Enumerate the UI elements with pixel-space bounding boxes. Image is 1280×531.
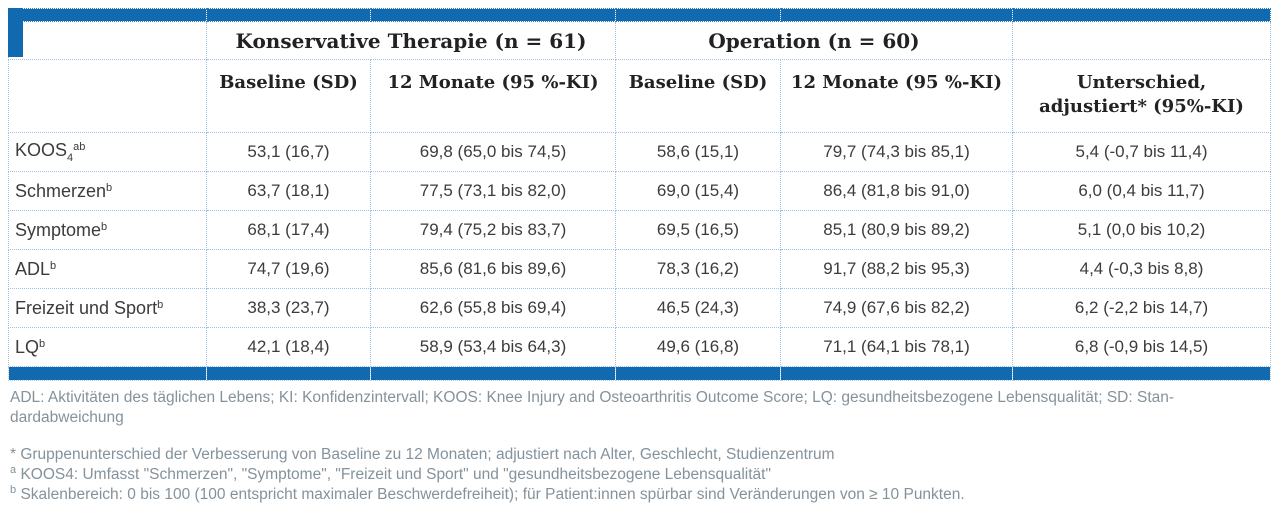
footnote-b-marker: b [10, 483, 17, 496]
row-label-text: KOOS [15, 140, 68, 160]
top-accent-bar [8, 8, 1271, 22]
column-header-unterschied: Unterschied, adjustiert* (95%-KI) [1012, 59, 1271, 133]
group-header-konservative: Konservative Therapie (n = 61) [206, 21, 616, 60]
bottom-accent-segment [615, 366, 781, 381]
row-label: Freizeit und Sportb [8, 288, 207, 328]
footnote-b: b Skalenbereich: 0 bis 100 (100 entspric… [10, 483, 1272, 505]
group-header-operation: Operation (n = 60) [615, 21, 1013, 60]
row-label: ADLb [8, 249, 207, 289]
table-block: Konservative Therapie (n = 61) Operation… [8, 8, 1272, 505]
top-accent-segment [1012, 8, 1271, 22]
row-label-text: Schmerzen [15, 180, 107, 201]
table-cell: 5,1 (0,0 bis 10,2) [1012, 210, 1271, 250]
bottom-accent-segment [1012, 366, 1271, 381]
table-cell: 68,1 (17,4) [206, 210, 371, 250]
table-row-symptome: Symptomeb 68,1 (17,4) 79,4 (75,2 bis 83,… [8, 210, 1271, 250]
top-accent-segment [780, 8, 1013, 22]
row-label: KOOS4ab [8, 132, 207, 172]
table-cell: 5,4 (-0,7 bis 11,4) [1012, 132, 1271, 172]
footnote-a: a KOOS4: Umfasst "Schmerzen", "Symptome"… [10, 463, 1272, 485]
footnote-abbreviations-line2: dardabweichung [10, 409, 124, 426]
row-label-text: Symptome [15, 219, 102, 240]
top-accent-segment [615, 8, 781, 22]
table-cell: 69,5 (16,5) [615, 210, 781, 250]
footnote-abbreviations: ADL: Aktivitäten des täglichen Lebens; K… [10, 388, 1272, 428]
table-cell: 53,1 (16,7) [206, 132, 371, 172]
row-label-superscript: ab [73, 141, 86, 153]
footnote-b-text: Skalenbereich: 0 bis 100 (100 entspricht… [20, 486, 965, 503]
bottom-accent-bar [8, 366, 1271, 381]
table-cell: 69,8 (65,0 bis 74,5) [370, 132, 616, 172]
footnote-abbreviations-line1: ADL: Aktivitäten des täglichen Lebens; K… [10, 389, 1175, 406]
table-cell: 6,8 (-0,9 bis 14,5) [1012, 327, 1271, 367]
column-header-12monate-kt: 12 Monate (95 %-KI) [370, 59, 616, 133]
table-cell: 42,1 (18,4) [206, 327, 371, 367]
column-header-12monate-op: 12 Monate (95 %-KI) [780, 59, 1013, 133]
group-header-row: Konservative Therapie (n = 61) Operation… [8, 21, 1271, 60]
row-label-superscript: b [39, 337, 46, 350]
top-accent-segment [370, 8, 616, 22]
footnote-a-marker: a [10, 463, 17, 476]
table-cell: 85,6 (81,6 bis 89,6) [370, 249, 616, 289]
table-cell: 74,7 (19,6) [206, 249, 371, 289]
row-label: Symptomeb [8, 210, 207, 250]
column-header-baseline-kt: Baseline (SD) [206, 59, 371, 133]
top-accent-segment [206, 8, 371, 22]
empty-header-cell [1012, 21, 1271, 60]
table-cell: 79,4 (75,2 bis 83,7) [370, 210, 616, 250]
table-cell: 86,4 (81,8 bis 91,0) [780, 171, 1013, 211]
table-cell: 74,9 (67,6 bis 82,2) [780, 288, 1013, 328]
row-label-superscript: b [106, 181, 113, 194]
table-cell: 69,0 (15,4) [615, 171, 781, 211]
table-cell: 46,5 (24,3) [615, 288, 781, 328]
column-header-baseline-op: Baseline (SD) [615, 59, 781, 133]
table-cell: 58,9 (53,4 bis 64,3) [370, 327, 616, 367]
row-label-text: Freizeit und Sport [15, 297, 158, 318]
row-label-text: ADL [15, 258, 51, 279]
results-table: Konservative Therapie (n = 61) Operation… [8, 8, 1271, 381]
table-cell: 4,4 (-0,3 bis 8,8) [1012, 249, 1271, 289]
table-cell: 6,0 (0,4 bis 11,7) [1012, 171, 1271, 211]
table-row-lq: LQb 42,1 (18,4) 58,9 (53,4 bis 64,3) 49,… [8, 327, 1271, 367]
table-row-koos4: KOOS4ab 53,1 (16,7) 69,8 (65,0 bis 74,5)… [8, 132, 1271, 172]
row-label-subscript: 4 [67, 152, 74, 164]
bottom-accent-segment [370, 366, 616, 381]
table-cell: 79,7 (74,3 bis 85,1) [780, 132, 1013, 172]
bottom-accent-segment [780, 366, 1013, 381]
column-header-row: Baseline (SD) 12 Monate (95 %-KI) Baseli… [8, 59, 1271, 133]
left-accent-bar [8, 8, 23, 57]
row-label-superscript: b [101, 220, 108, 233]
table-cell: 71,1 (64,1 bis 78,1) [780, 327, 1013, 367]
table-cell: 63,7 (18,1) [206, 171, 371, 211]
row-label-superscript: b [50, 259, 57, 272]
table-cell: 49,6 (16,8) [615, 327, 781, 367]
table-row-adl: ADLb 74,7 (19,6) 85,6 (81,6 bis 89,6) 78… [8, 249, 1271, 289]
table-cell: 77,5 (73,1 bis 82,0) [370, 171, 616, 211]
footnote-star: * Gruppenunterschied der Verbesserung vo… [10, 446, 835, 463]
table-cell: 38,3 (23,7) [206, 288, 371, 328]
row-label: Schmerzenb [8, 171, 207, 211]
table-cell: 6,2 (-2,2 bis 14,7) [1012, 288, 1271, 328]
empty-header-cell [8, 59, 207, 133]
footnotes: ADL: Aktivitäten des täglichen Lebens; K… [8, 388, 1272, 505]
table-cell: 91,7 (88,2 bis 95,3) [780, 249, 1013, 289]
bottom-accent-segment [8, 366, 207, 381]
header-line1: Unterschied, [1076, 72, 1207, 93]
row-label: LQb [8, 327, 207, 367]
table-row-schmerzen: Schmerzenb 63,7 (18,1) 77,5 (73,1 bis 82… [8, 171, 1271, 211]
row-label-superscript: b [157, 298, 164, 311]
table-cell: 85,1 (80,9 bis 89,2) [780, 210, 1013, 250]
table-row-freizeit-sport: Freizeit und Sportb 38,3 (23,7) 62,6 (55… [8, 288, 1271, 328]
table-cell: 62,6 (55,8 bis 69,4) [370, 288, 616, 328]
top-accent-segment [8, 8, 207, 22]
table-cell: 58,6 (15,1) [615, 132, 781, 172]
empty-corner-cell [8, 21, 207, 60]
row-label-text: LQ [15, 336, 40, 357]
footnote-a-text: KOOS4: Umfasst "Schmerzen", "Symptome", … [20, 466, 771, 483]
header-line2: adjustiert* (95%-KI) [1039, 96, 1244, 117]
bottom-accent-segment [206, 366, 371, 381]
table-cell: 78,3 (16,2) [615, 249, 781, 289]
